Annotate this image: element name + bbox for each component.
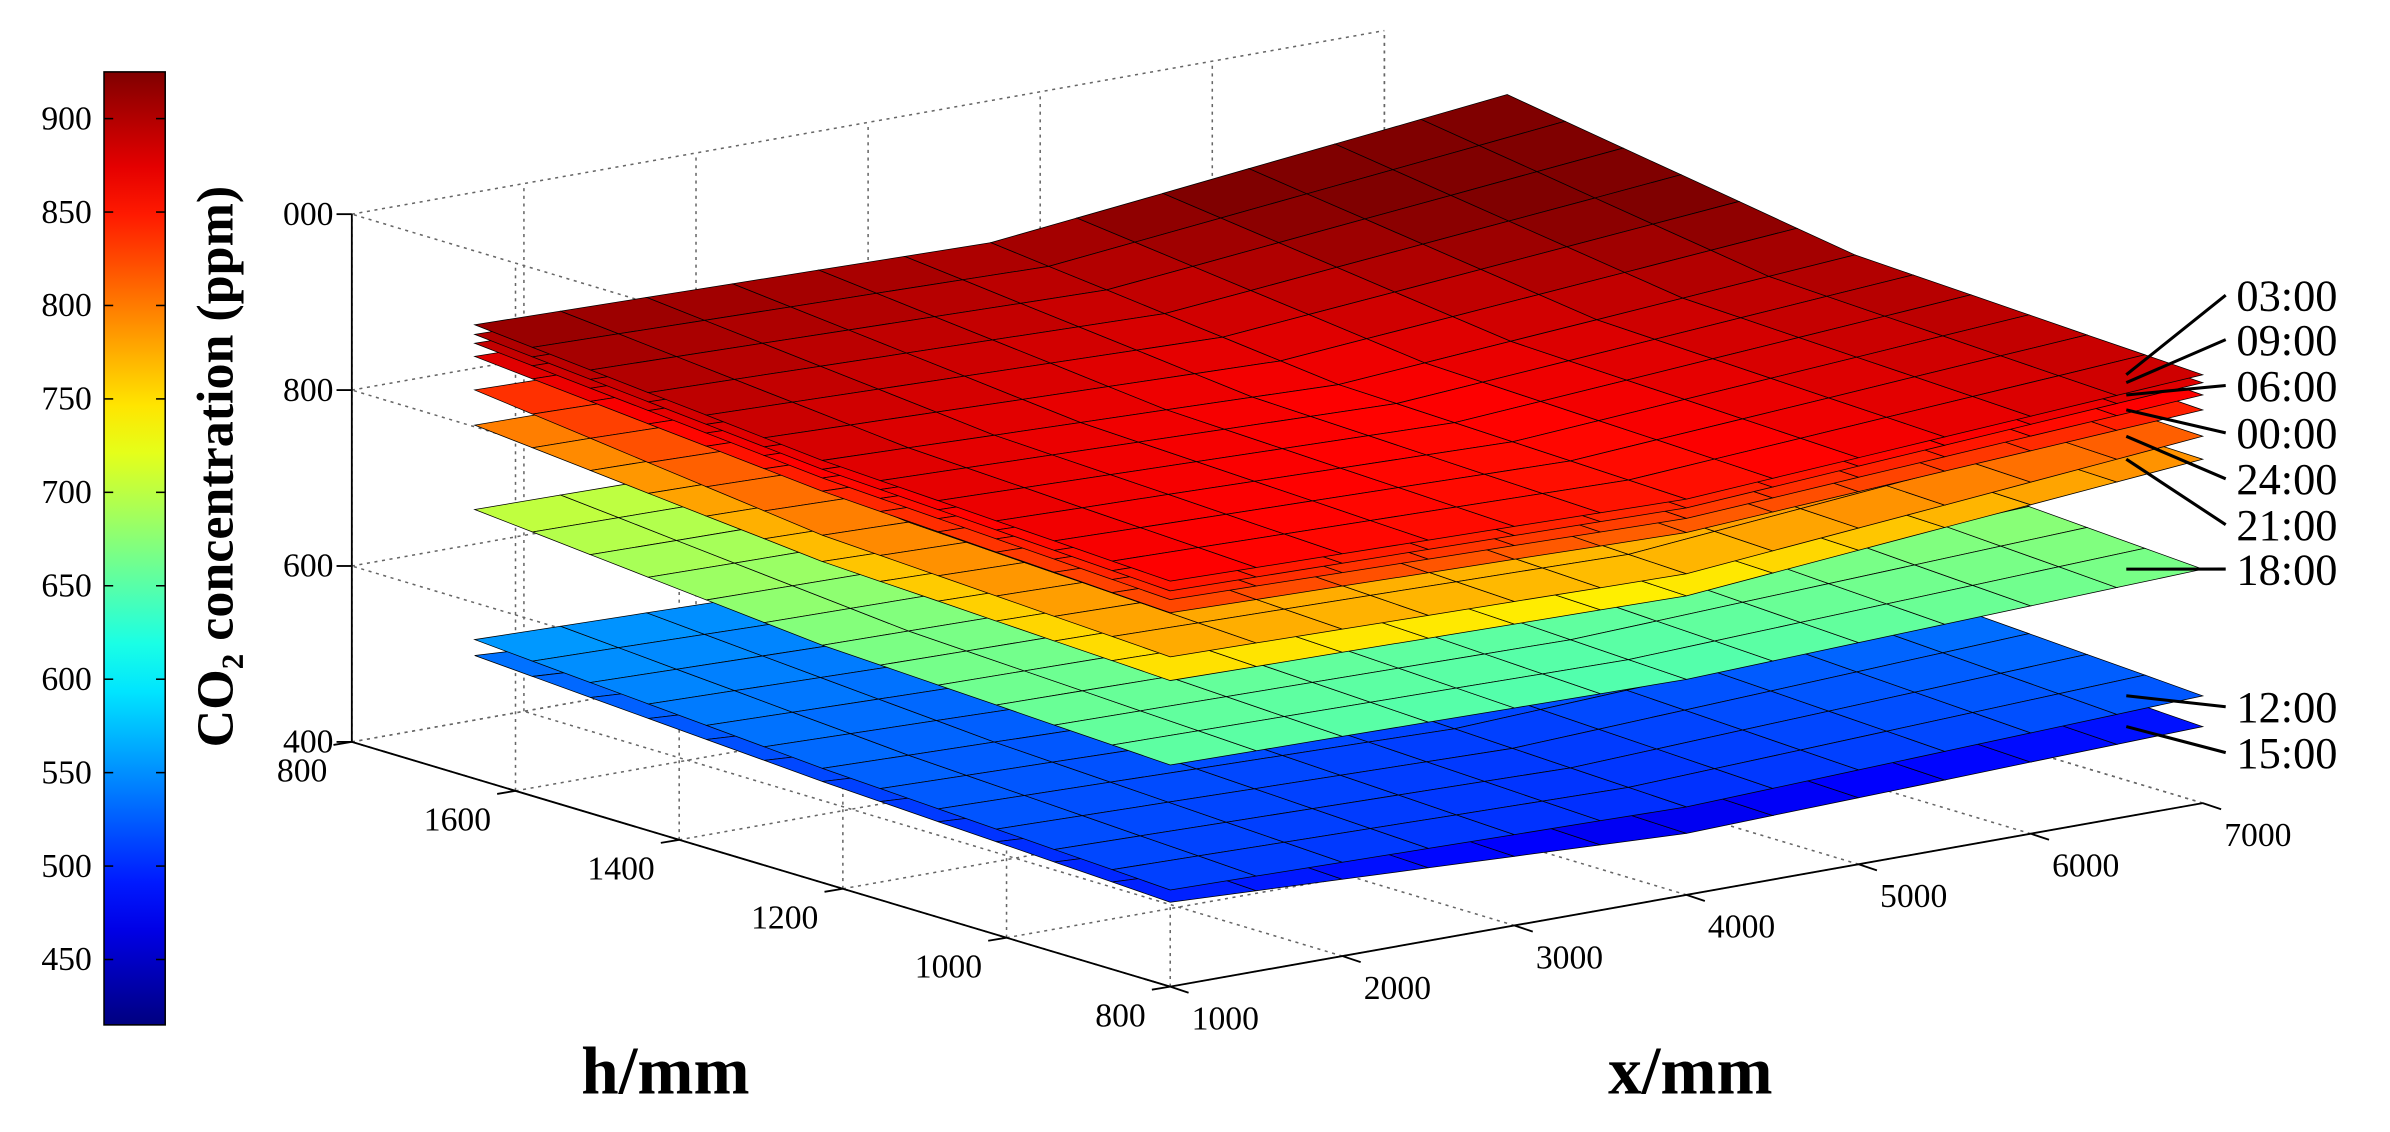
x-tick-label: 4000 xyxy=(1708,909,1775,946)
x-tick xyxy=(1858,863,1878,872)
leader-line xyxy=(2125,408,2227,435)
surface xyxy=(473,94,2205,582)
x-tick xyxy=(2202,802,2222,811)
leader-line xyxy=(2125,338,2227,385)
grid-line xyxy=(351,29,1385,215)
y-axis xyxy=(351,741,1171,988)
x-tick xyxy=(1342,955,1361,964)
grid-line xyxy=(351,213,1171,460)
colorbar-tick-label: 450 xyxy=(41,941,91,978)
colorbar-tick-label: 700 xyxy=(41,474,91,511)
series-label: 12:00 xyxy=(2236,682,2337,732)
y-tick-label: 800 xyxy=(1095,997,1145,1034)
z-tick-label: 400 xyxy=(283,724,333,761)
x-tick xyxy=(1686,894,1706,902)
colorbar-tick-label: 650 xyxy=(41,567,91,604)
leader-line xyxy=(2125,294,2227,376)
plot-area: h/mm x/mm CO₂ concentration (ppm) 1000 20… xyxy=(41,29,2337,1109)
x-tick-label: 3000 xyxy=(1536,939,1603,976)
x-tick-label: 1000 xyxy=(1192,1000,1259,1037)
y-tick-label: 1600 xyxy=(424,802,491,839)
leader-line xyxy=(2126,383,2226,397)
leader-line xyxy=(2125,725,2227,755)
z-tick-label: 800 xyxy=(283,372,333,409)
y-tick-label: 1200 xyxy=(751,900,818,937)
colorbar-tick-label: 500 xyxy=(41,848,91,885)
x-tick xyxy=(2030,832,2050,841)
leader-line xyxy=(2125,457,2227,526)
colorbar-tick-label: 600 xyxy=(41,661,91,698)
series-label: 03:00 xyxy=(2236,271,2337,321)
y-tick-label: 1000 xyxy=(915,948,982,985)
y-tick xyxy=(988,936,1007,942)
series-label: 21:00 xyxy=(2236,500,2337,550)
grid-line xyxy=(523,710,1343,957)
colorbar-tick-label: 550 xyxy=(41,754,91,791)
x-axis-label: x/mm xyxy=(1608,1034,1772,1109)
x-tick-label: 6000 xyxy=(2052,848,2119,885)
colorbar-label: CO₂ concentration (ppm) xyxy=(188,186,245,748)
grid-line xyxy=(351,389,1171,636)
series-label: 24:00 xyxy=(2236,454,2337,504)
series-label: 00:00 xyxy=(2236,408,2337,458)
y-tick-label: 800 xyxy=(277,753,327,790)
y-tick-label: 1400 xyxy=(587,851,654,888)
colorbar xyxy=(103,71,166,1026)
leader-line xyxy=(2126,694,2226,709)
z-tick-label: 600 xyxy=(283,548,333,585)
x-tick-label: 2000 xyxy=(1364,970,1431,1007)
y-axis-label: h/mm xyxy=(581,1034,749,1109)
series-label: 06:00 xyxy=(2236,361,2337,411)
x-tick xyxy=(1514,924,1534,933)
series-label: 18:00 xyxy=(2236,544,2337,594)
y-tick xyxy=(660,838,680,844)
x-tick-label: 5000 xyxy=(1880,878,1947,915)
grid-line xyxy=(351,565,1171,812)
y-tick xyxy=(824,887,844,893)
colorbar-tick-label: 850 xyxy=(41,194,91,231)
leader-line xyxy=(2125,434,2227,481)
colorbar-tick-label: 900 xyxy=(41,100,91,137)
colorbar-tick-label: 800 xyxy=(41,287,91,324)
series-label: 09:00 xyxy=(2236,315,2337,365)
x-tick-label: 7000 xyxy=(2224,817,2291,854)
series-label: 15:00 xyxy=(2236,728,2337,778)
y-tick xyxy=(1151,985,1171,991)
colorbar-tick-label: 750 xyxy=(41,381,91,418)
y-tick xyxy=(497,789,516,795)
x-tick xyxy=(1169,985,1189,994)
z-tick-label: 000 xyxy=(283,196,333,233)
